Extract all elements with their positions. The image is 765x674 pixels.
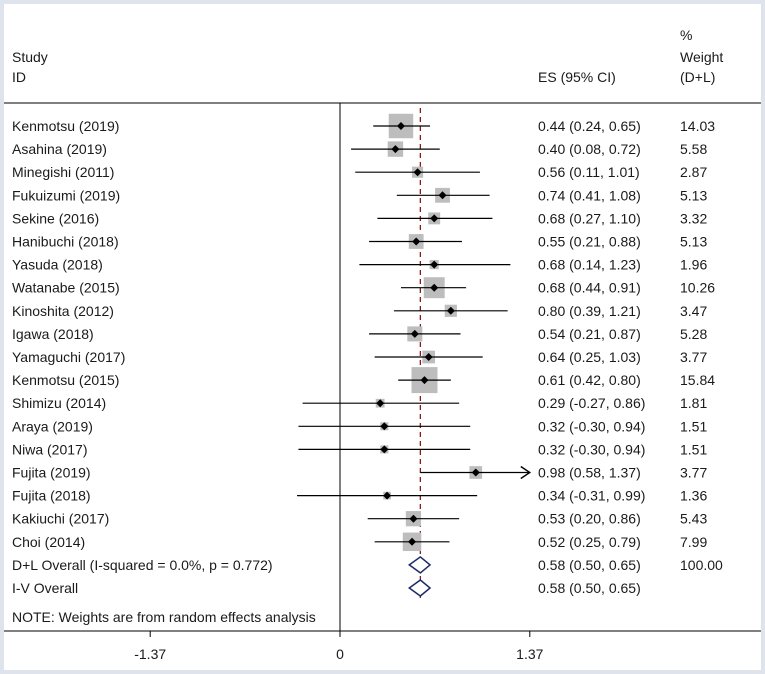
study-es-ci: 0.53 (0.20, 0.86) <box>538 511 641 527</box>
study-es-ci: 0.32 (-0.30, 0.94) <box>538 441 645 457</box>
point-estimate <box>380 445 389 454</box>
study-label: Watanabe (2015) <box>12 280 120 296</box>
point-estimate <box>438 191 447 200</box>
study-weight: 5.43 <box>680 511 707 527</box>
point-estimate <box>380 422 389 431</box>
study-weight: 3.47 <box>680 303 707 319</box>
point-estimate <box>430 260 439 269</box>
point-estimate <box>396 122 405 130</box>
study-weight: 3.32 <box>680 210 707 226</box>
study-es-ci: 0.61 (0.42, 0.80) <box>538 372 641 388</box>
ci-arrow <box>520 465 532 480</box>
header-weight-percent: % <box>680 27 692 43</box>
point-estimate <box>410 329 419 338</box>
study-label: Fukuizumi (2019) <box>12 187 120 203</box>
point-estimate <box>409 514 418 523</box>
study-weight: 1.36 <box>680 488 707 504</box>
study-label: Niwa (2017) <box>12 441 87 457</box>
study-label: Shimizu (2014) <box>12 395 106 411</box>
note-text: NOTE: Weights are from random effects an… <box>12 609 316 625</box>
study-label: Kenmotsu (2019) <box>12 118 119 134</box>
study-weight: 5.13 <box>680 187 707 203</box>
point-estimate <box>383 491 392 500</box>
study-weight: 1.81 <box>680 395 707 411</box>
study-weight: 2.87 <box>680 164 707 180</box>
study-label: Igawa (2018) <box>12 326 94 342</box>
header-study: Study <box>12 49 48 65</box>
study-label: Kinoshita (2012) <box>12 303 114 319</box>
study-weight: 5.13 <box>680 234 707 250</box>
point-estimate <box>413 168 422 177</box>
study-weight: 1.51 <box>680 441 707 457</box>
overall-es-ci: 0.58 (0.50, 0.65) <box>538 580 641 596</box>
study-es-ci: 0.74 (0.41, 1.08) <box>538 187 641 203</box>
study-label: Kakiuchi (2017) <box>12 511 109 527</box>
study-label: Minegishi (2011) <box>12 164 114 180</box>
study-weight: 15.84 <box>680 372 715 388</box>
x-axis: -1.37 0 1.37 <box>134 631 544 662</box>
study-es-ci: 0.34 (-0.31, 0.99) <box>538 488 645 504</box>
study-label: Yamaguchi (2017) <box>12 349 125 365</box>
study-rows: Kenmotsu (2019) 0.44 (0.24, 0.65) 14.03 Asa… <box>12 103 723 631</box>
header-es: ES (95% CI) <box>538 69 616 85</box>
study-es-ci: 0.68 (0.14, 1.23) <box>538 257 641 273</box>
point-estimate <box>424 353 433 361</box>
study-weight: 5.58 <box>680 141 707 157</box>
study-es-ci: 0.32 (-0.30, 0.94) <box>538 418 645 434</box>
study-es-ci: 0.64 (0.25, 1.03) <box>538 349 641 365</box>
point-estimate <box>420 376 429 385</box>
point-estimate <box>430 283 439 292</box>
study-weight: 3.77 <box>680 465 707 481</box>
study-label: Araya (2019) <box>12 418 93 434</box>
study-label: Yasuda (2018) <box>12 257 103 273</box>
point-estimate <box>412 237 421 246</box>
study-es-ci: 0.68 (0.44, 0.91) <box>538 280 641 296</box>
study-label: Fujita (2019) <box>12 465 91 481</box>
study-weight: 5.28 <box>680 326 707 342</box>
header-id: ID <box>12 69 26 85</box>
x-tick-label: -1.37 <box>134 646 166 662</box>
x-tick-label: 1.37 <box>516 646 543 662</box>
study-es-ci: 0.98 (0.58, 1.37) <box>538 465 641 481</box>
study-label: Kenmotsu (2015) <box>12 372 119 388</box>
x-tick-label: 0 <box>336 646 344 662</box>
study-es-ci: 0.68 (0.27, 1.10) <box>538 210 641 226</box>
study-label: Choi (2014) <box>12 534 85 550</box>
study-es-ci: 0.55 (0.21, 0.88) <box>538 234 641 250</box>
study-es-ci: 0.54 (0.21, 0.87) <box>538 326 641 342</box>
point-estimate <box>408 537 417 546</box>
point-estimate <box>430 214 439 223</box>
header-weight: Weight <box>680 49 723 65</box>
overall-diamond <box>407 555 432 574</box>
study-es-ci: 0.29 (-0.27, 0.86) <box>538 395 645 411</box>
overall-label: I-V Overall <box>12 580 78 596</box>
study-weight: 10.26 <box>680 280 715 296</box>
header-weight-dl: (D+L) <box>680 69 715 85</box>
study-es-ci: 0.56 (0.11, 1.01) <box>538 164 640 180</box>
point-estimate <box>446 306 455 315</box>
study-weight: 14.03 <box>680 118 715 134</box>
study-label: Asahina (2019) <box>12 141 107 157</box>
study-es-ci: 0.80 (0.39, 1.21) <box>538 303 641 319</box>
overall-diamond <box>407 579 432 597</box>
overall-label: D+L Overall (I-squared = 0.0%, p = 0.772… <box>12 557 273 573</box>
study-label: Sekine (2016) <box>12 210 99 226</box>
overall-es-ci: 0.58 (0.50, 0.65) <box>538 557 641 573</box>
point-estimate <box>471 468 480 477</box>
plot-region <box>4 4 761 670</box>
study-label: Hanibuchi (2018) <box>12 234 119 250</box>
study-label: Fujita (2018) <box>12 488 91 504</box>
study-weight: 3.77 <box>680 349 707 365</box>
overall-weight: 100.00 <box>680 557 723 573</box>
point-estimate <box>376 399 385 408</box>
point-estimate <box>391 145 400 154</box>
study-weight: 1.96 <box>680 257 707 273</box>
study-weight: 1.51 <box>680 418 707 434</box>
study-es-ci: 0.52 (0.25, 0.79) <box>538 534 641 550</box>
study-es-ci: 0.44 (0.24, 0.65) <box>538 118 641 134</box>
study-weight: 7.99 <box>680 534 707 550</box>
study-es-ci: 0.40 (0.08, 0.72) <box>538 141 641 157</box>
